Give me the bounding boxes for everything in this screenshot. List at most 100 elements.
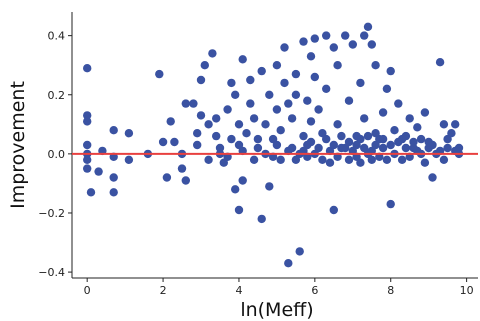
data-points (83, 22, 464, 268)
data-point (386, 199, 395, 209)
plot-axes (71, 12, 478, 279)
data-point (215, 143, 225, 153)
data-point (416, 134, 426, 144)
data-point (204, 155, 213, 164)
data-point (109, 126, 118, 135)
data-point (124, 129, 134, 138)
x-tick-label: 4 (235, 284, 242, 297)
data-point (181, 176, 190, 185)
data-point (291, 69, 301, 79)
data-point (291, 90, 301, 100)
data-point (356, 158, 365, 167)
data-point (83, 117, 92, 126)
data-point (238, 55, 247, 64)
data-point (439, 120, 449, 129)
data-point (344, 155, 354, 164)
data-point (378, 143, 388, 153)
data-point (371, 60, 380, 70)
data-point (83, 164, 92, 173)
y-tick-label: 0.4 (48, 30, 66, 43)
data-point (344, 137, 354, 147)
data-point (276, 155, 285, 164)
data-point (265, 182, 274, 191)
data-point (341, 143, 350, 153)
data-point (83, 63, 92, 73)
data-point (443, 134, 452, 144)
data-point (306, 117, 316, 126)
y-axis-label: Improvement (7, 81, 29, 209)
data-point (196, 111, 206, 120)
data-point (227, 78, 236, 88)
data-point (249, 114, 259, 123)
data-point (306, 52, 316, 61)
data-point (420, 158, 430, 167)
data-point (413, 123, 422, 132)
data-point (356, 78, 365, 88)
x-axis-label: ln(Meff) (240, 299, 313, 321)
data-point (181, 99, 190, 108)
data-point (360, 143, 369, 153)
y-tick-label: 0.2 (48, 89, 66, 102)
data-point (378, 134, 388, 144)
data-point (299, 37, 308, 46)
data-point (287, 114, 297, 123)
data-point (223, 105, 232, 114)
data-point (280, 43, 289, 52)
data-point (322, 134, 331, 144)
data-point (265, 90, 274, 100)
y-tick-label: 0.0 (48, 148, 66, 161)
data-point (193, 129, 202, 138)
data-point (314, 105, 323, 114)
data-point (401, 131, 411, 141)
data-point (196, 75, 206, 85)
data-point (329, 205, 338, 215)
data-point (386, 66, 395, 76)
data-point (280, 78, 289, 88)
data-point (443, 143, 452, 153)
data-point (238, 176, 247, 185)
data-point (299, 131, 308, 141)
data-point (162, 173, 172, 182)
data-point (382, 84, 392, 94)
data-point (428, 173, 437, 182)
x-tick-label: 0 (84, 284, 91, 297)
data-point (360, 31, 369, 40)
data-point (439, 155, 449, 164)
data-point (257, 214, 266, 224)
y-tick-label: −0.4 (38, 266, 65, 279)
data-point (344, 96, 354, 105)
data-point (329, 43, 338, 52)
data-point (272, 60, 282, 70)
data-point (170, 137, 179, 147)
data-point (322, 31, 331, 40)
data-point (405, 114, 414, 123)
data-point (314, 143, 323, 153)
data-point (208, 49, 217, 58)
data-point (371, 140, 380, 150)
data-point (231, 90, 240, 100)
data-point (378, 108, 388, 117)
data-point (158, 137, 168, 147)
data-point (322, 84, 331, 94)
data-point (363, 22, 373, 31)
data-point (166, 117, 175, 126)
data-point (284, 259, 293, 268)
x-tick-label: 6 (311, 284, 318, 297)
data-point (397, 155, 407, 164)
data-point (249, 155, 259, 164)
data-point (83, 155, 92, 164)
x-tick-label: 2 (160, 284, 167, 297)
data-point (394, 99, 403, 108)
data-point (261, 120, 270, 129)
data-point (325, 158, 335, 167)
data-point (318, 155, 327, 164)
x-tick-label: 8 (387, 284, 394, 297)
data-point (306, 137, 316, 147)
data-point (348, 40, 357, 49)
data-point (451, 120, 460, 129)
data-point (109, 173, 118, 182)
x-tick-label: 10 (460, 284, 474, 297)
data-point (253, 134, 263, 144)
data-point (212, 131, 221, 141)
